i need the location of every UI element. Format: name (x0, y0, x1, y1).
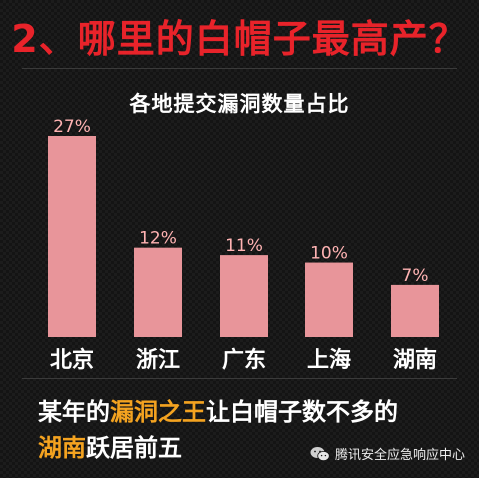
chart-title: 各地提交漏洞数量占比 (129, 92, 350, 116)
caption-highlight-vuln-king: 漏洞之王 (110, 398, 206, 426)
caption-line-1: 某年的漏洞之王让白帽子数不多的 (38, 392, 398, 427)
value-label-2: 11% (225, 236, 263, 256)
value-label-1: 12% (139, 229, 177, 249)
category-label-0: 北京 (50, 347, 94, 373)
category-label-4: 湖南 (393, 348, 437, 373)
value-label-3: 10% (310, 244, 348, 264)
caption-line-1-suffix: 让白帽子数不多的 (206, 398, 398, 426)
value-label-4: 7% (402, 266, 429, 286)
bar-2 (220, 255, 268, 337)
top-divider (22, 68, 457, 69)
brand-footer: 腾讯安全应急响应中心 (310, 444, 465, 463)
bar-4 (391, 284, 439, 337)
caption-line-2: 湖南跃居前五 (38, 428, 182, 463)
bar-0 (48, 136, 96, 337)
caption-line-1-prefix: 某年的 (38, 398, 110, 426)
caption-highlight-hunan: 湖南 (38, 434, 86, 462)
page-headline: 2、哪里的白帽子最高产？ (11, 17, 468, 61)
category-label-1: 浙江 (136, 348, 180, 373)
bar-chart: 27% 北京 12% 浙江 11% 广东 10% 上海 7% 湖南 (48, 117, 439, 373)
bar-1 (134, 247, 182, 337)
bottom-divider (22, 378, 457, 379)
category-label-3: 上海 (307, 347, 351, 373)
value-label-0: 27% (53, 117, 91, 137)
brand-text: 腾讯安全应急响应中心 (334, 448, 465, 463)
category-label-2: 广东 (222, 347, 266, 373)
bar-3 (305, 262, 353, 337)
wechat-icon (310, 446, 330, 461)
caption-line-2-suffix: 跃居前五 (86, 434, 182, 462)
